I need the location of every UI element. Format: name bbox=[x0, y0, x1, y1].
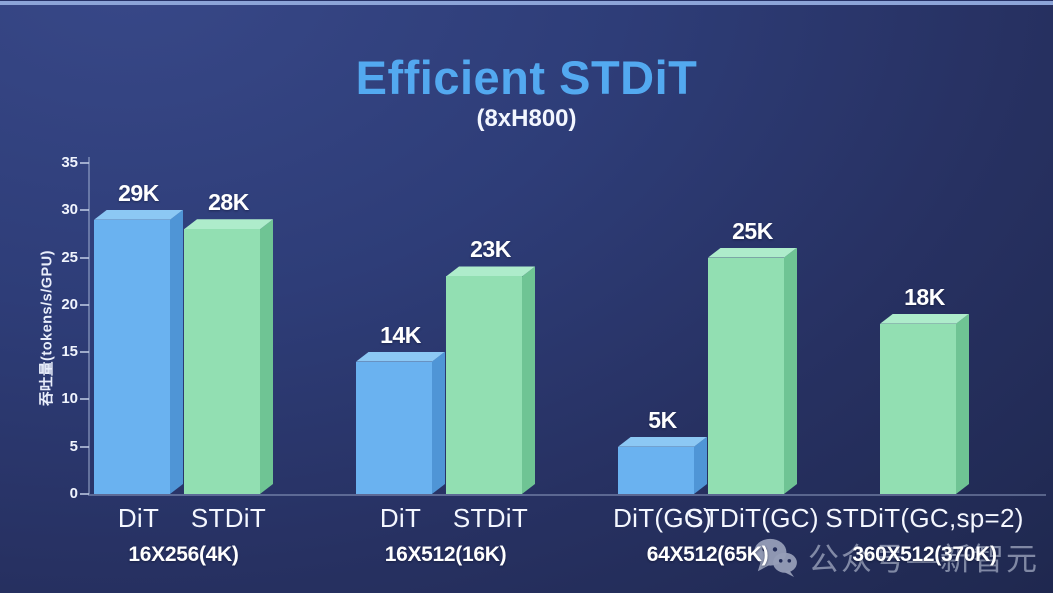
bar-value-label: 14K bbox=[380, 321, 421, 348]
bar-side-face bbox=[260, 219, 273, 494]
bar-side-face bbox=[784, 248, 797, 494]
bar-top-face bbox=[446, 266, 535, 276]
bar-side-face bbox=[170, 210, 183, 494]
bar-DiT bbox=[94, 219, 170, 494]
x-axis-line bbox=[88, 494, 1046, 496]
bar-DiT(GC) bbox=[618, 446, 694, 494]
bar-category-label: STDiT bbox=[190, 503, 267, 533]
bar-category-label: STDiT(GC,sp=2) bbox=[825, 503, 1024, 533]
bar-category-label: STDiT bbox=[452, 503, 529, 533]
wechat-icon bbox=[754, 538, 797, 577]
watermark: 公众号—新智元 bbox=[752, 534, 1039, 579]
y-axis-label: 吞吐量(tokens/s/GPU) bbox=[39, 250, 56, 406]
y-tick-label: 5 bbox=[69, 437, 78, 455]
y-tick-label: 35 bbox=[61, 154, 78, 171]
y-tick-mark bbox=[80, 303, 89, 306]
y-tick-mark bbox=[80, 162, 89, 164]
y-tick-label: 25 bbox=[61, 248, 78, 266]
bar-value-label: 18K bbox=[904, 283, 945, 310]
group-label: 16X512(16K) bbox=[384, 543, 507, 566]
bar-DiT bbox=[356, 361, 432, 494]
y-tick-mark bbox=[80, 351, 89, 354]
bar-side-face bbox=[522, 266, 535, 494]
bar-STDiT(GC) bbox=[708, 257, 784, 494]
bar-side-face bbox=[694, 437, 707, 494]
y-tick-mark bbox=[80, 398, 89, 401]
bar-STDiT(GC,sp=2) bbox=[880, 323, 956, 494]
bar-value-label: 25K bbox=[732, 217, 773, 244]
bar-category-label: DiT bbox=[379, 503, 422, 533]
bar-top-face bbox=[708, 248, 797, 258]
y-tick-label: 15 bbox=[61, 343, 78, 361]
bar-top-face bbox=[356, 352, 445, 362]
bar-top-face bbox=[880, 314, 969, 324]
page-title: Efficient STDiT bbox=[355, 51, 698, 104]
y-tick-label: 20 bbox=[61, 295, 78, 313]
y-tick-mark bbox=[80, 209, 89, 212]
bar-side-face bbox=[956, 314, 969, 494]
watermark-text: 公众号—新智元 bbox=[808, 542, 1039, 577]
y-tick-mark bbox=[80, 493, 89, 495]
bar-category-label: DiT(GC) bbox=[613, 503, 712, 533]
y-tick-label: 10 bbox=[61, 390, 78, 408]
group-label: 64X512(65K) bbox=[646, 543, 769, 566]
bar-value-label: 23K bbox=[470, 236, 511, 263]
bar-top-face bbox=[618, 437, 707, 447]
bar-category-label: STDiT(GC) bbox=[686, 503, 819, 533]
bar-side-face bbox=[432, 352, 445, 494]
bar-top-face bbox=[184, 219, 273, 229]
bar-top-face bbox=[94, 210, 183, 220]
group-label: 16X256(4K) bbox=[128, 543, 239, 566]
page-subtitle: (8xH800) bbox=[476, 105, 577, 132]
top-accent-strip bbox=[0, 0, 1053, 5]
y-tick-label: 0 bbox=[69, 485, 78, 502]
bar-category-label: DiT bbox=[117, 503, 160, 533]
y-tick-mark bbox=[80, 256, 89, 259]
y-axis-line bbox=[88, 157, 90, 494]
bar-STDiT bbox=[184, 229, 260, 494]
bar-value-label: 28K bbox=[208, 189, 249, 216]
y-tick-mark bbox=[80, 445, 89, 448]
y-tick-label: 30 bbox=[61, 201, 78, 219]
bar-value-label: 5K bbox=[648, 406, 677, 433]
group-label: 360X512(370K) bbox=[852, 543, 997, 566]
bar-STDiT bbox=[446, 276, 522, 494]
bar-value-label: 29K bbox=[118, 179, 159, 206]
